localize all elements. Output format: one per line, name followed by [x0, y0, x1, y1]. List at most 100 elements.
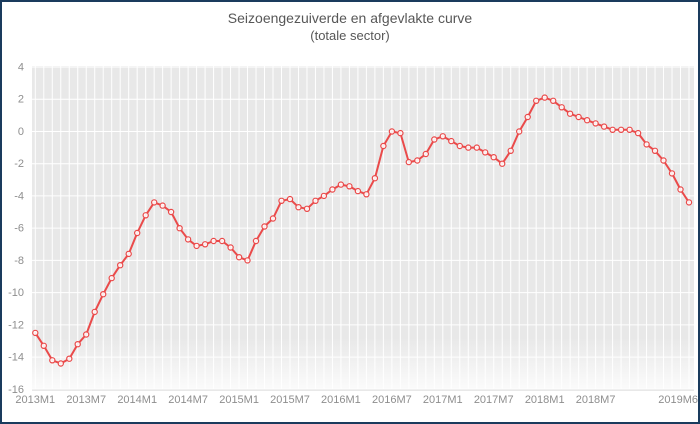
data-point-marker: [210, 237, 217, 245]
data-point-marker: [677, 186, 684, 193]
x-tick-label: 2017M7: [474, 394, 514, 406]
data-point-marker: [32, 329, 39, 337]
data-point-marker: [431, 136, 438, 143]
data-point-marker: [516, 128, 523, 135]
x-tick-label: 2015M7: [270, 394, 310, 406]
data-point-marker: [490, 153, 497, 161]
data-point-marker: [600, 123, 608, 130]
y-tick-label: -16: [8, 384, 24, 396]
y-tick-label: -12: [8, 319, 24, 331]
data-point-marker: [388, 128, 396, 135]
data-point-marker: [651, 147, 659, 154]
data-point-marker: [583, 116, 591, 124]
x-tick-label: 2017M1: [423, 394, 463, 406]
chart-title: Seizoengezuiverde en afgevlakte curve: [227, 10, 473, 26]
y-tick-label: -2: [14, 158, 24, 170]
data-point-marker: [337, 181, 345, 188]
data-point-marker: [371, 174, 379, 182]
data-point-marker: [261, 223, 268, 230]
data-point-marker: [108, 274, 115, 282]
data-point-marker: [482, 149, 489, 156]
data-point-marker: [218, 237, 226, 245]
data-point-marker: [244, 257, 251, 264]
data-point-marker: [252, 237, 260, 245]
chart-subtitle: (totale sector): [310, 28, 390, 43]
data-point-marker: [397, 129, 404, 137]
data-point-marker: [125, 250, 132, 258]
data-point-marker: [660, 157, 667, 164]
y-tick-label: -6: [14, 223, 24, 235]
x-tick-label: 2018M7: [576, 394, 616, 406]
x-tick-label: 2014M7: [168, 394, 208, 406]
chart-title-block: Seizoengezuiverde en afgevlakte curve (t…: [2, 9, 698, 44]
data-point-marker: [295, 203, 302, 211]
data-point-marker: [566, 110, 574, 117]
data-point-marker: [439, 133, 446, 140]
data-point-marker: [82, 331, 90, 338]
data-point-marker: [57, 360, 65, 367]
data-point-marker: [329, 186, 336, 193]
data-point-marker: [634, 129, 642, 137]
data-point-marker: [448, 137, 455, 145]
y-tick-label: -10: [8, 287, 24, 299]
x-tick-label: 2016M7: [372, 394, 412, 406]
data-point-marker: [465, 144, 472, 151]
x-tick-label: 2015M1: [219, 394, 259, 406]
data-point-marker: [609, 126, 616, 134]
x-tick-label: 2014M1: [117, 394, 157, 406]
data-point-marker: [685, 199, 693, 206]
data-point-marker: [405, 158, 412, 166]
data-point-marker: [592, 120, 599, 127]
y-tick-label: 4: [18, 62, 24, 74]
data-point-marker: [626, 126, 633, 134]
data-point-marker: [643, 141, 650, 148]
data-point-marker: [278, 197, 285, 204]
data-point-marker: [74, 341, 81, 348]
data-point-marker: [550, 97, 557, 105]
data-point-marker: [184, 236, 192, 243]
data-point-marker: [363, 191, 370, 198]
y-tick-label: 2: [18, 94, 24, 106]
x-tick-label: 2013M1: [15, 394, 55, 406]
data-point-marker: [354, 187, 362, 195]
data-point-marker: [91, 308, 98, 316]
y-tick-label: -14: [8, 352, 24, 364]
data-point-marker: [235, 253, 243, 261]
data-point-marker: [193, 242, 200, 250]
data-point-marker: [49, 357, 56, 364]
data-point-marker: [133, 229, 141, 237]
y-tick-label: -8: [14, 255, 24, 267]
data-point-marker: [66, 355, 73, 362]
x-tick-label: 2018M1: [525, 394, 565, 406]
data-point-marker: [541, 94, 548, 101]
data-point-marker: [422, 150, 429, 158]
data-point-marker: [533, 97, 540, 105]
data-point-marker: [668, 170, 676, 177]
data-point-marker: [414, 157, 421, 164]
data-point-marker: [320, 192, 328, 200]
data-point-marker: [312, 197, 319, 204]
data-point-marker: [99, 291, 107, 298]
data-point-marker: [167, 208, 175, 216]
data-point-marker: [269, 215, 277, 222]
x-tick-label: 2013M7: [66, 394, 106, 406]
data-point-marker: [456, 142, 463, 150]
data-point-marker: [617, 126, 625, 134]
data-point-marker: [150, 199, 158, 206]
data-point-marker: [159, 202, 166, 209]
data-point-marker: [286, 195, 294, 203]
data-point-marker: [524, 113, 531, 121]
data-point-marker: [558, 104, 565, 111]
data-point-marker: [473, 144, 480, 151]
y-tick-label: 0: [18, 126, 24, 138]
data-point-marker: [176, 224, 183, 232]
data-point-marker: [575, 113, 582, 121]
data-point-marker: [116, 262, 124, 269]
data-point-marker: [507, 147, 514, 154]
x-tick-label: 2016M1: [321, 394, 361, 406]
data-point-marker: [142, 212, 149, 219]
data-point-marker: [499, 160, 506, 167]
y-tick-label: -4: [14, 190, 24, 202]
